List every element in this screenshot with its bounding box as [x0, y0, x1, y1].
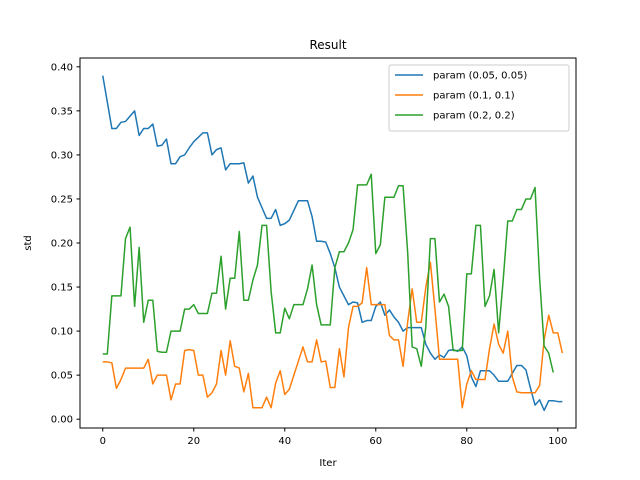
x-tick-label: 100	[548, 436, 567, 447]
y-tick-label: 0.40	[51, 62, 73, 73]
chart-title: Result	[309, 38, 346, 52]
x-tick-label: 0	[100, 436, 106, 447]
legend-label-2: param (0.2, 0.2)	[433, 111, 515, 122]
x-tick-label: 40	[278, 436, 291, 447]
x-tick-label: 60	[369, 436, 382, 447]
legend-box	[388, 64, 570, 132]
series-line-2	[102, 173, 554, 373]
y-tick-label: 0.20	[51, 239, 73, 250]
y-tick-label: 0.15	[51, 283, 73, 294]
legend: param (0.05, 0.05) param (0.1, 0.1) param …	[388, 64, 570, 132]
legend-label-1: param (0.1, 0.1)	[433, 91, 515, 102]
series-lines	[102, 75, 564, 412]
y-tick-label: 0.25	[51, 194, 73, 205]
series-line-1	[102, 261, 564, 409]
x-tick-label: 80	[460, 436, 473, 447]
x-axis-label: Iter	[319, 458, 337, 469]
x-axis: 0 20 40 60 80 100	[100, 428, 567, 447]
x-tick-label: 20	[187, 436, 200, 447]
y-tick-label: 0.10	[51, 327, 73, 338]
y-tick-label: 0.05	[51, 371, 73, 382]
y-axis-label: std	[23, 235, 34, 250]
legend-label-0: param (0.05, 0.05)	[433, 71, 527, 82]
y-axis: 0.00 0.05 0.10 0.15 0.20 0.25 0.30 0.35 0.40	[51, 62, 80, 426]
y-tick-label: 0.00	[51, 415, 73, 426]
y-tick-label: 0.30	[51, 150, 73, 161]
y-tick-label: 0.35	[51, 106, 73, 117]
